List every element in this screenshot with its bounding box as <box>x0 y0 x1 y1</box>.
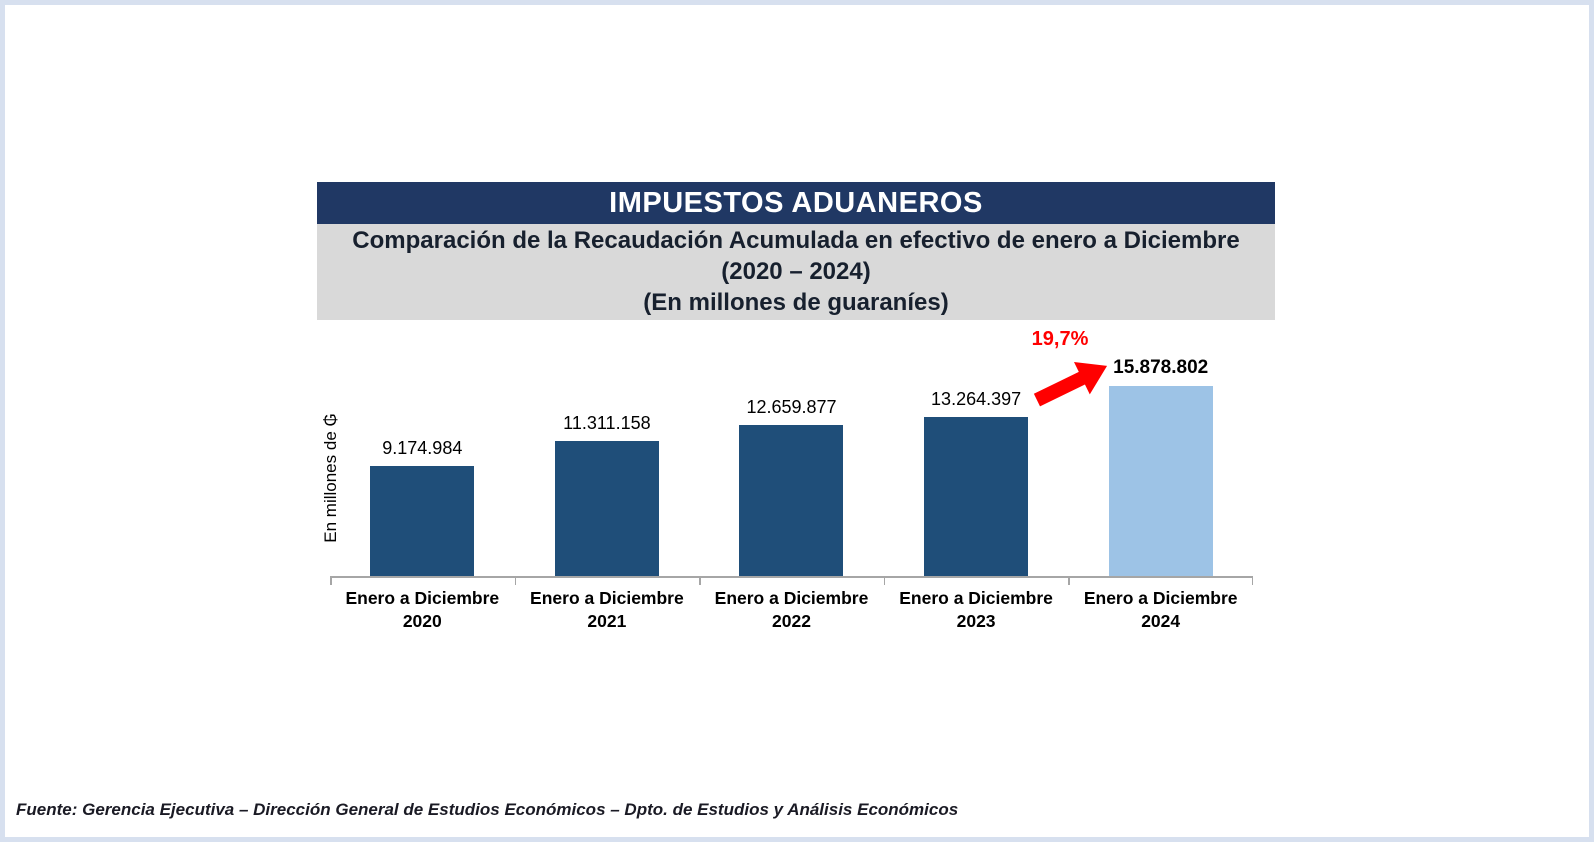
x-axis-label-2023: Enero a Diciembre 2023 <box>899 588 1053 631</box>
x-axis-label-2024: Enero a Diciembre 2024 <box>1083 588 1238 631</box>
x-axis-labels: Enero a Diciembre 2020 Enero a Diciembre 20… <box>330 587 1253 633</box>
axis-tick <box>514 578 517 585</box>
x-axis-label-2021: Enero a Diciembre 2021 <box>530 588 684 631</box>
subtitle-line-2: (2020 – 2024) <box>721 258 871 285</box>
bar-slot-2020: 9.174.984 <box>330 320 515 576</box>
axis-tick <box>883 578 886 585</box>
bar-2020 <box>370 466 475 576</box>
bar-slot-2022: 12.659.877 <box>699 320 884 576</box>
source-note: Fuente: Gerencia Ejecutiva – Dirección G… <box>16 800 959 819</box>
chart-subtitle: Comparación de la Recaudación Acumulada … <box>317 224 1275 320</box>
bar-value-label-2020: 9.174.984 <box>382 438 463 458</box>
bar-value-label-2023: 13.264.397 <box>931 389 1022 409</box>
growth-arrow-icon <box>1033 361 1108 407</box>
chart-card: IMPUESTOS ADUANEROS Comparación de la Re… <box>317 182 1275 633</box>
chart-title-bar: IMPUESTOS ADUANEROS <box>317 182 1275 224</box>
x-axis-label-2022: Enero a Diciembre 2022 <box>714 588 869 631</box>
bar-value-label-2024: 15.878.802 <box>1113 357 1209 378</box>
bar-slot-2023: 13.264.397 <box>884 320 1069 576</box>
subtitle-line-3: (En millones de guaraníes) <box>643 289 949 316</box>
axis-tick <box>330 578 332 585</box>
bar-2024 <box>1108 386 1213 576</box>
bar-2023 <box>924 417 1029 576</box>
x-axis-label-2020: Enero a Diciembre 2020 <box>345 588 500 631</box>
axis-tick <box>1068 578 1070 585</box>
bar-2021 <box>554 441 659 576</box>
plot-area: En millones de ₲ 19,7% 9.174.984 11.311.1… <box>321 320 1253 585</box>
subtitle-line-1: Comparación de la Recaudación Acumulada … <box>352 227 1240 254</box>
bar-slot-2024: 15.878.802 <box>1068 320 1253 576</box>
bar-value-label-2021: 11.311.158 <box>563 413 651 433</box>
growth-percentage-label: 19,7% <box>1031 328 1089 350</box>
bar-slot-2021: 11.311.158 <box>515 320 700 576</box>
bar-chart: En millones de ₲ 19,7% 9.174.984 11.311.1… <box>321 320 1253 633</box>
bar-2022 <box>739 425 844 576</box>
bar-value-label-2022: 12.659.877 <box>746 397 837 417</box>
axis-tick <box>1251 578 1253 585</box>
axis-tick <box>699 578 701 585</box>
